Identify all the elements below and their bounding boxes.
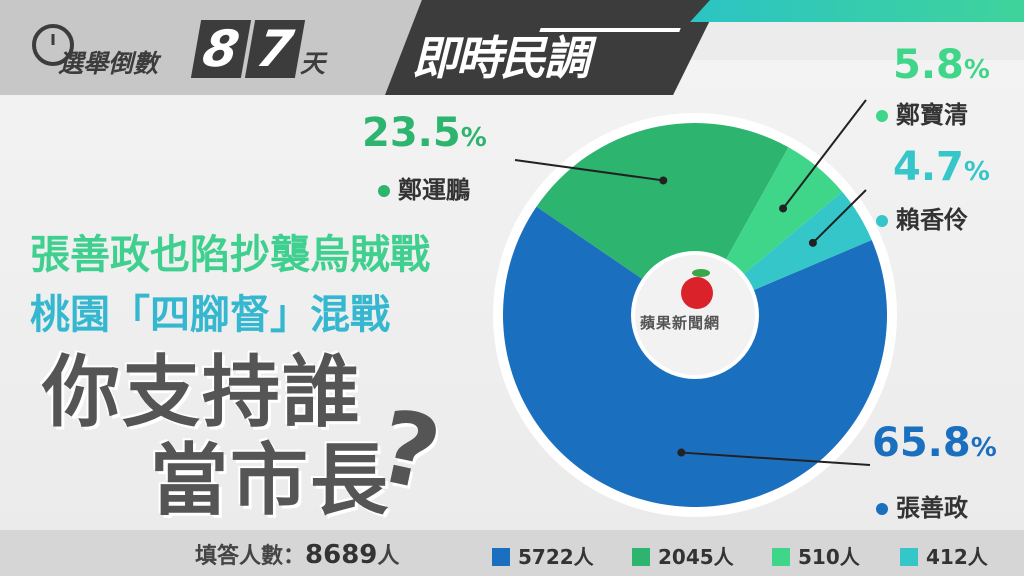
countdown-unit: 天 bbox=[300, 49, 326, 78]
leader-line-3 bbox=[782, 99, 867, 210]
poll-title: 即時民調 bbox=[412, 31, 590, 85]
legend-swatch-1 bbox=[492, 548, 510, 566]
legend-item-3: 510人 bbox=[772, 541, 860, 569]
header-banner bbox=[0, 0, 1024, 95]
legend-item-4: 412人 bbox=[900, 541, 988, 569]
header-dark-band bbox=[385, 0, 720, 95]
headline-line-1: 張善政也陷抄襲烏賊戰 bbox=[30, 232, 430, 278]
leader-dot-3 bbox=[779, 204, 788, 213]
leader-dot-1 bbox=[677, 448, 686, 457]
label-name-1: 張善政 bbox=[876, 488, 968, 523]
leader-line-1 bbox=[681, 451, 871, 466]
question-line-1: 你支持誰 bbox=[42, 348, 363, 438]
apple-news-logo-text: 蘋果新聞網 bbox=[640, 314, 721, 332]
countdown-label: 選舉倒數 bbox=[58, 49, 159, 78]
header-accent-stripe bbox=[690, 0, 1024, 22]
leader-line-2 bbox=[514, 159, 664, 182]
respondents-count: 填答人數：8689人 bbox=[195, 540, 400, 570]
label-pct-3: 5.8% bbox=[893, 42, 990, 88]
leader-dot-2 bbox=[659, 176, 668, 185]
legend-swatch-2 bbox=[632, 548, 650, 566]
label-dot-1 bbox=[876, 503, 888, 515]
pie-center-disc bbox=[631, 251, 759, 379]
leader-line-4 bbox=[812, 189, 867, 244]
label-name-3: 鄭寶清 bbox=[876, 95, 968, 130]
legend-swatch-4 bbox=[900, 548, 918, 566]
footer-bar bbox=[0, 530, 1024, 576]
clock-icon bbox=[32, 24, 74, 66]
apple-logo-icon bbox=[681, 277, 713, 309]
label-pct-2: 23.5% bbox=[362, 110, 487, 156]
label-dot-2 bbox=[378, 185, 390, 197]
apple-leaf-icon bbox=[692, 269, 710, 277]
label-name-4: 賴香伶 bbox=[876, 200, 968, 235]
label-name-2: 鄭運鵬 bbox=[378, 170, 470, 205]
label-pct-1: 65.8% bbox=[872, 420, 997, 466]
headline-line-2: 桃園「四腳督」混戰 bbox=[30, 292, 390, 338]
label-dot-4 bbox=[876, 215, 888, 227]
legend-swatch-3 bbox=[772, 548, 790, 566]
label-dot-3 bbox=[876, 110, 888, 122]
legend-item-2: 2045人 bbox=[632, 541, 734, 569]
question-line-2: 當市長 bbox=[150, 436, 391, 526]
leader-dot-4 bbox=[808, 238, 817, 247]
legend-item-1: 5722人 bbox=[492, 541, 594, 569]
label-pct-4: 4.7% bbox=[893, 144, 990, 190]
